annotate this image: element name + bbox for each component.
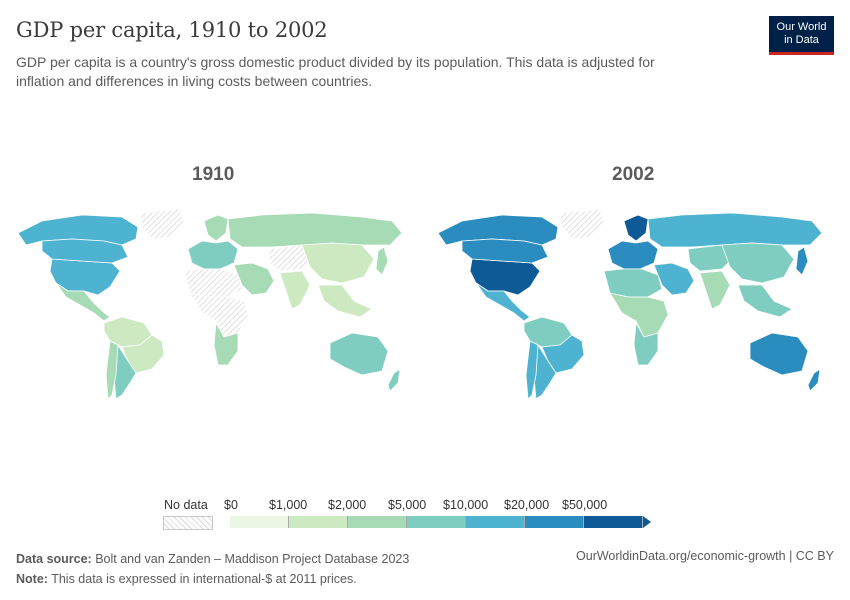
country-region-scandinavia[interactable] (623, 214, 649, 242)
country-region-mexico-central-america[interactable] (55, 282, 111, 322)
owid-logo[interactable]: Our World in Data (769, 16, 834, 55)
country-region-chile[interactable] (525, 340, 539, 400)
legend-color-bin[interactable] (525, 516, 584, 528)
map-year-label-1910: 1910 (192, 164, 235, 185)
country-region-sub-saharan-africa[interactable] (609, 292, 669, 338)
country-region-chile[interactable] (105, 340, 119, 400)
country-region-southeast-asia[interactable] (317, 284, 373, 318)
legend-color-bin[interactable] (230, 516, 289, 528)
country-region-canada[interactable] (461, 238, 549, 264)
chart-title: GDP per capita, 1910 to 2002 (16, 18, 328, 42)
note-line: Note: This data is expressed in internat… (16, 569, 409, 589)
source-url[interactable]: OurWorldinData.org/economic-growth | CC … (576, 549, 834, 563)
country-region-southern-africa[interactable] (213, 321, 239, 366)
legend-no-data-label: No data (164, 498, 208, 512)
legend-color-bin[interactable] (466, 516, 525, 528)
legend-tick-label: $2,000 (328, 498, 367, 512)
country-region-middle-east[interactable] (653, 262, 695, 296)
data-source-label: Data source: (16, 552, 92, 566)
legend-tick-label: $10,000 (443, 498, 489, 512)
country-region-new-zealand[interactable] (807, 368, 821, 392)
legend-color-bin[interactable] (289, 516, 348, 528)
country-region-europe-west[interactable] (187, 240, 239, 270)
country-region-middle-east[interactable] (233, 262, 275, 296)
data-source-line: Data source: Bolt and van Zanden – Maddi… (16, 549, 409, 569)
country-region-china[interactable] (301, 242, 375, 284)
country-region-north-america[interactable] (17, 214, 139, 246)
country-region-greenland[interactable] (559, 208, 605, 240)
country-region-southern-africa[interactable] (633, 321, 659, 366)
legend-open-end-arrow (643, 516, 651, 528)
logo-line-1: Our World (776, 21, 827, 33)
country-region-mexico-central-america[interactable] (475, 282, 531, 322)
country-region-europe-west[interactable] (607, 240, 659, 270)
country-region-japan[interactable] (795, 246, 809, 276)
world-map-1910[interactable] (12, 205, 422, 410)
legend-color-bin[interactable] (407, 516, 466, 528)
country-region-russia[interactable] (647, 212, 823, 248)
country-region-sub-saharan-africa[interactable] (189, 292, 249, 338)
legend-no-data-swatch[interactable] (163, 516, 213, 530)
country-region-china[interactable] (721, 242, 795, 284)
map-year-label-2002: 2002 (612, 164, 655, 185)
country-region-new-zealand[interactable] (387, 368, 401, 392)
country-region-australia[interactable] (329, 332, 389, 376)
data-source-text[interactable]: Bolt and van Zanden – Maddison Project D… (95, 552, 410, 566)
country-region-north-america[interactable] (437, 214, 559, 246)
country-region-southeast-asia[interactable] (737, 284, 793, 318)
country-region-australia[interactable] (749, 332, 809, 376)
country-region-north-africa[interactable] (603, 268, 663, 298)
country-region-india[interactable] (279, 270, 311, 310)
country-region-india[interactable] (699, 270, 731, 310)
legend-tick-label: $0 (224, 498, 238, 512)
logo-line-2: in Data (784, 34, 819, 46)
legend-tick-label: $1,000 (269, 498, 308, 512)
country-region-canada[interactable] (41, 238, 129, 264)
map-legend: No data $0 $1,000 $2,000 $5,000 $10,000 $20,0… (160, 498, 660, 534)
legend-tick-label: $5,000 (388, 498, 427, 512)
country-region-greenland[interactable] (139, 208, 185, 240)
country-region-scandinavia[interactable] (203, 214, 229, 242)
note-label: Note: (16, 572, 48, 586)
chart-footer: Data source: Bolt and van Zanden – Maddi… (16, 549, 409, 589)
note-text: This data is expressed in international-… (51, 572, 357, 586)
chart-subtitle: GDP per capita is a country's gross dome… (16, 54, 655, 89)
legend-color-bin[interactable] (584, 516, 643, 528)
legend-tick-label: $20,000 (504, 498, 550, 512)
country-region-russia[interactable] (227, 212, 403, 248)
country-region-north-africa[interactable] (183, 268, 243, 298)
world-map-2002[interactable] (432, 205, 842, 410)
country-region-japan[interactable] (375, 246, 389, 276)
legend-color-bin[interactable] (348, 516, 407, 528)
legend-tick-label: $50,000 (562, 498, 608, 512)
